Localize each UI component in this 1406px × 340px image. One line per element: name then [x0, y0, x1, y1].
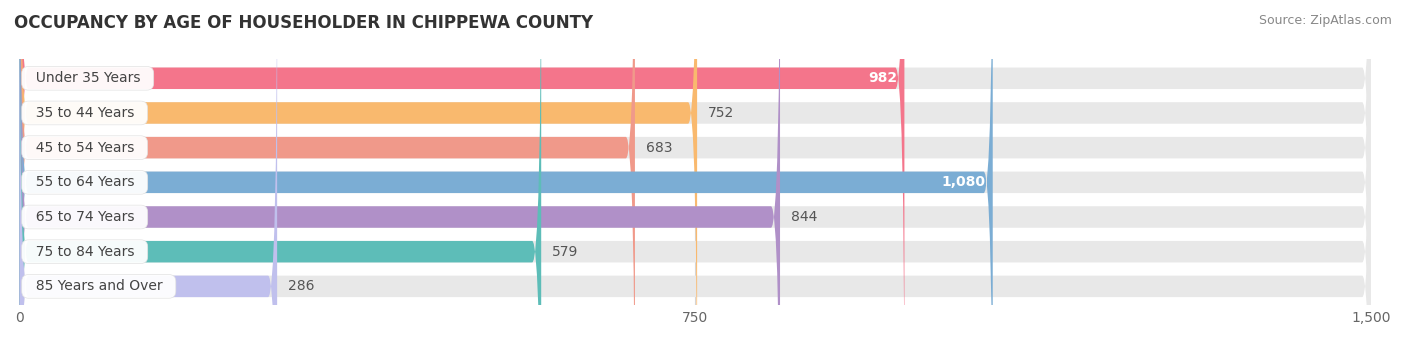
Text: 579: 579 — [553, 245, 578, 259]
Text: 35 to 44 Years: 35 to 44 Years — [27, 106, 143, 120]
FancyBboxPatch shape — [20, 0, 1371, 340]
FancyBboxPatch shape — [20, 0, 636, 340]
FancyBboxPatch shape — [20, 0, 1371, 340]
FancyBboxPatch shape — [20, 0, 1371, 340]
Text: 286: 286 — [288, 279, 315, 293]
Text: 844: 844 — [790, 210, 817, 224]
FancyBboxPatch shape — [20, 0, 1371, 340]
FancyBboxPatch shape — [20, 0, 697, 340]
Text: 982: 982 — [868, 71, 897, 85]
Text: 752: 752 — [709, 106, 734, 120]
FancyBboxPatch shape — [20, 0, 1371, 340]
FancyBboxPatch shape — [20, 0, 1371, 340]
FancyBboxPatch shape — [20, 0, 780, 340]
Text: 65 to 74 Years: 65 to 74 Years — [27, 210, 143, 224]
Text: 683: 683 — [645, 141, 672, 155]
Text: 85 Years and Over: 85 Years and Over — [27, 279, 172, 293]
Text: 55 to 64 Years: 55 to 64 Years — [27, 175, 143, 189]
Text: 75 to 84 Years: 75 to 84 Years — [27, 245, 143, 259]
Text: 1,080: 1,080 — [942, 175, 986, 189]
FancyBboxPatch shape — [20, 0, 541, 340]
FancyBboxPatch shape — [20, 0, 1371, 340]
FancyBboxPatch shape — [20, 0, 904, 340]
Text: 45 to 54 Years: 45 to 54 Years — [27, 141, 143, 155]
Text: OCCUPANCY BY AGE OF HOUSEHOLDER IN CHIPPEWA COUNTY: OCCUPANCY BY AGE OF HOUSEHOLDER IN CHIPP… — [14, 14, 593, 32]
FancyBboxPatch shape — [20, 0, 277, 340]
Text: Under 35 Years: Under 35 Years — [27, 71, 149, 85]
Text: Source: ZipAtlas.com: Source: ZipAtlas.com — [1258, 14, 1392, 27]
FancyBboxPatch shape — [20, 0, 993, 340]
